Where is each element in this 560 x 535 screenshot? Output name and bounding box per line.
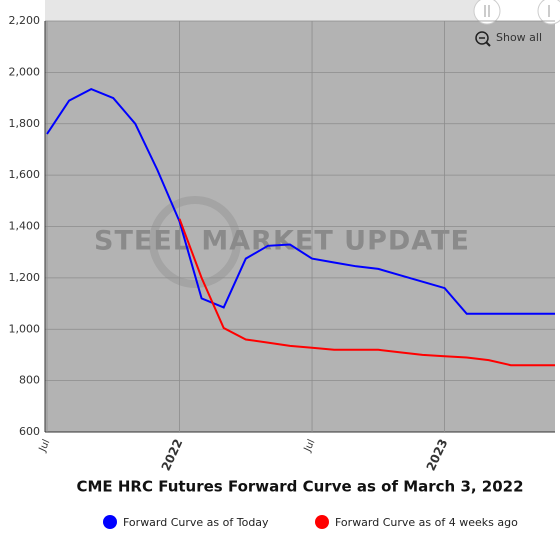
chart-title: CME HRC Futures Forward Curve as of Marc…: [76, 478, 523, 496]
x-tick-label: 2022: [159, 437, 186, 473]
y-tick-label: 1,600: [9, 168, 41, 181]
watermark: STEEL MARKET UPDATE: [94, 226, 470, 257]
x-tick-label: Jul: [302, 438, 317, 455]
zoom-icon: [485, 41, 491, 47]
legend-label: Forward Curve as of 4 weeks ago: [335, 516, 518, 529]
y-tick-label: 800: [19, 374, 40, 387]
x-tick-label: 2023: [424, 437, 451, 473]
y-tick-label: 1,200: [9, 271, 41, 284]
navigator-window: [487, 0, 548, 21]
legend-marker: [315, 515, 329, 529]
navigator: [45, 0, 555, 21]
legend-marker: [103, 515, 117, 529]
x-tick-label: Jul: [37, 438, 52, 455]
legend-label: Forward Curve as of Today: [123, 516, 269, 529]
y-tick-label: 600: [19, 425, 40, 438]
series-line: [46, 87, 555, 315]
y-tick-label: 1,400: [9, 220, 41, 233]
reset-button[interactable]: Show all: [475, 31, 542, 47]
series-line: [178, 218, 555, 367]
y-tick-label: 1,800: [9, 117, 41, 130]
zoom-icon: [475, 31, 489, 45]
navigator-handle[interactable]: [473, 0, 501, 25]
y-tick-label: 2,000: [9, 65, 41, 78]
reset-label[interactable]: Show all: [496, 31, 542, 44]
watermark-logo: [149, 196, 241, 288]
y-tick-label: 2,200: [9, 14, 41, 27]
y-tick-label: 1,000: [9, 322, 41, 335]
